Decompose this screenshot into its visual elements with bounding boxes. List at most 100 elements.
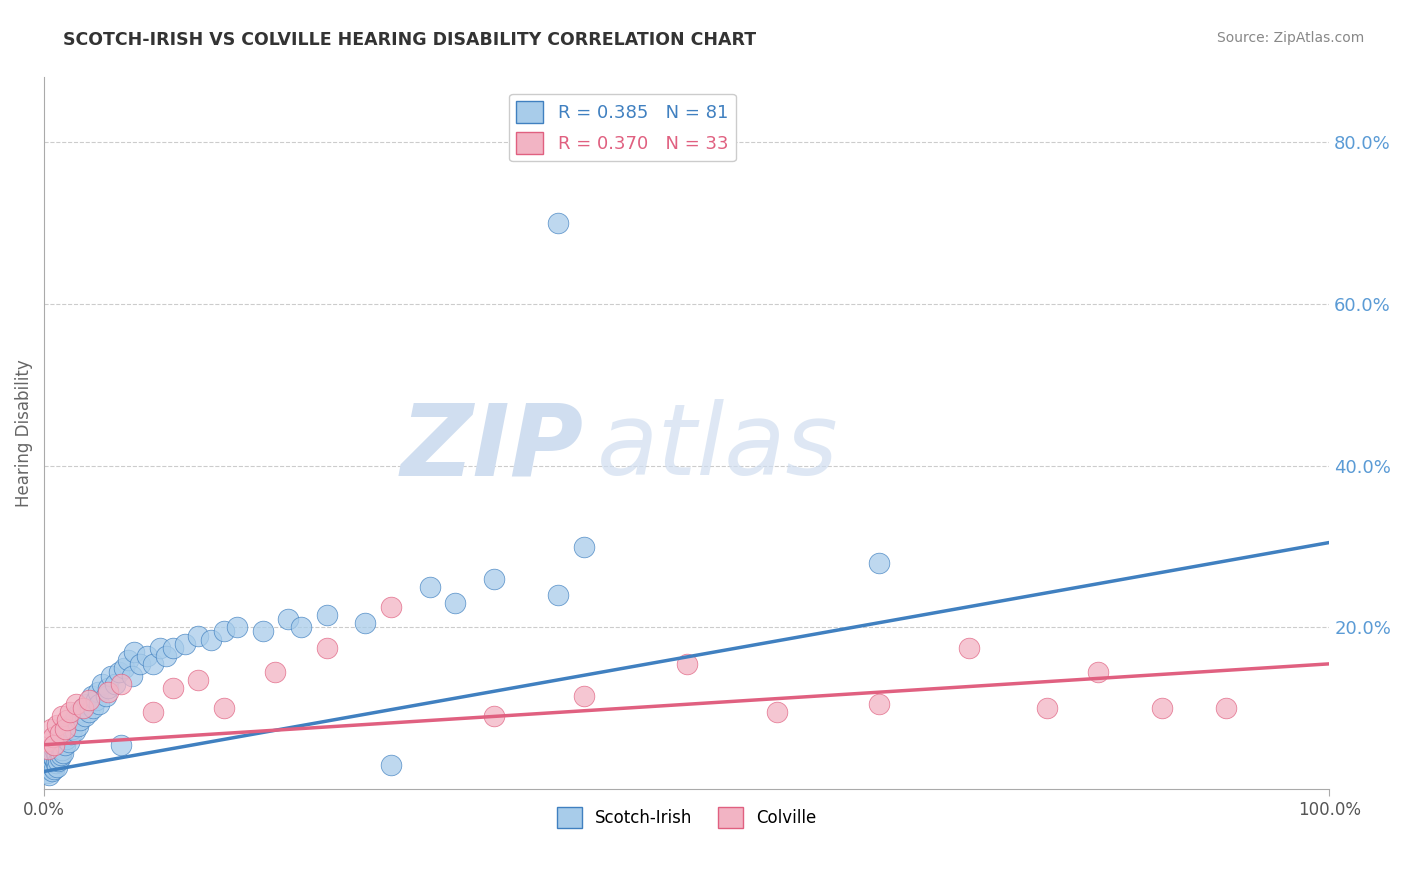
- Point: [42, 730, 65, 744]
- Point: [44, 762, 66, 776]
- Point: [52, 746, 75, 760]
- Point: [41, 754, 63, 768]
- Point: [77, 693, 100, 707]
- Point: [155, 648, 177, 663]
- Point: [46, 754, 69, 768]
- Point: [957, 640, 980, 655]
- Point: [142, 657, 165, 671]
- Text: Source: ZipAtlas.com: Source: ZipAtlas.com: [1216, 31, 1364, 45]
- Point: [52, 730, 75, 744]
- Point: [277, 612, 299, 626]
- Point: [200, 632, 222, 647]
- Point: [76, 698, 98, 712]
- Point: [1035, 701, 1057, 715]
- Point: [869, 556, 891, 570]
- Text: atlas: atlas: [596, 399, 838, 496]
- Point: [225, 620, 247, 634]
- Point: [60, 722, 83, 736]
- Point: [135, 648, 157, 663]
- Point: [675, 657, 697, 671]
- Point: [117, 653, 139, 667]
- Point: [765, 706, 787, 720]
- Point: [35, 733, 58, 747]
- Point: [482, 572, 505, 586]
- Y-axis label: Hearing Disability: Hearing Disability: [15, 359, 32, 508]
- Point: [53, 738, 76, 752]
- Point: [46, 741, 69, 756]
- Point: [869, 698, 891, 712]
- Point: [53, 722, 76, 736]
- Point: [80, 689, 103, 703]
- Point: [110, 677, 132, 691]
- Point: [42, 750, 65, 764]
- Point: [44, 738, 66, 752]
- Point: [142, 706, 165, 720]
- Point: [56, 725, 79, 739]
- Point: [547, 588, 569, 602]
- Point: [174, 637, 197, 651]
- Point: [482, 709, 505, 723]
- Point: [48, 738, 70, 752]
- Point: [212, 701, 235, 715]
- Text: SCOTCH-IRISH VS COLVILLE HEARING DISABILITY CORRELATION CHART: SCOTCH-IRISH VS COLVILLE HEARING DISABIL…: [63, 31, 756, 49]
- Point: [1215, 701, 1237, 715]
- Point: [69, 714, 91, 728]
- Point: [87, 685, 110, 699]
- Point: [39, 722, 62, 736]
- Point: [72, 701, 94, 715]
- Point: [49, 733, 72, 747]
- Point: [315, 640, 337, 655]
- Point: [97, 685, 120, 699]
- Point: [82, 701, 104, 715]
- Point: [187, 628, 209, 642]
- Point: [162, 640, 184, 655]
- Point: [46, 748, 69, 763]
- Point: [149, 640, 172, 655]
- Point: [94, 689, 117, 703]
- Point: [42, 759, 65, 773]
- Point: [37, 741, 59, 756]
- Point: [35, 766, 58, 780]
- Point: [129, 657, 152, 671]
- Point: [107, 665, 129, 679]
- Point: [1152, 701, 1174, 715]
- Point: [110, 738, 132, 752]
- Point: [121, 669, 143, 683]
- Point: [547, 216, 569, 230]
- Point: [44, 751, 66, 765]
- Point: [38, 767, 60, 781]
- Point: [75, 709, 97, 723]
- Point: [45, 746, 67, 760]
- Point: [41, 764, 63, 779]
- Text: ZIP: ZIP: [401, 399, 583, 496]
- Point: [48, 751, 70, 765]
- Point: [46, 717, 69, 731]
- Point: [104, 677, 127, 691]
- Point: [59, 717, 82, 731]
- Point: [60, 727, 83, 741]
- Point: [572, 540, 595, 554]
- Point: [49, 748, 72, 763]
- Point: [97, 681, 120, 695]
- Point: [65, 698, 87, 712]
- Point: [572, 689, 595, 703]
- Point: [419, 580, 441, 594]
- Point: [58, 735, 80, 749]
- Point: [56, 714, 79, 728]
- Point: [51, 709, 73, 723]
- Point: [48, 725, 70, 739]
- Point: [252, 624, 274, 639]
- Point: [122, 645, 145, 659]
- Point: [354, 616, 377, 631]
- Point: [37, 762, 59, 776]
- Point: [112, 661, 135, 675]
- Point: [45, 756, 67, 771]
- Point: [91, 677, 114, 691]
- Point: [380, 758, 402, 772]
- Point: [1087, 665, 1109, 679]
- Point: [55, 732, 77, 747]
- Point: [212, 624, 235, 639]
- Point: [444, 596, 467, 610]
- Point: [89, 698, 111, 712]
- Point: [264, 665, 287, 679]
